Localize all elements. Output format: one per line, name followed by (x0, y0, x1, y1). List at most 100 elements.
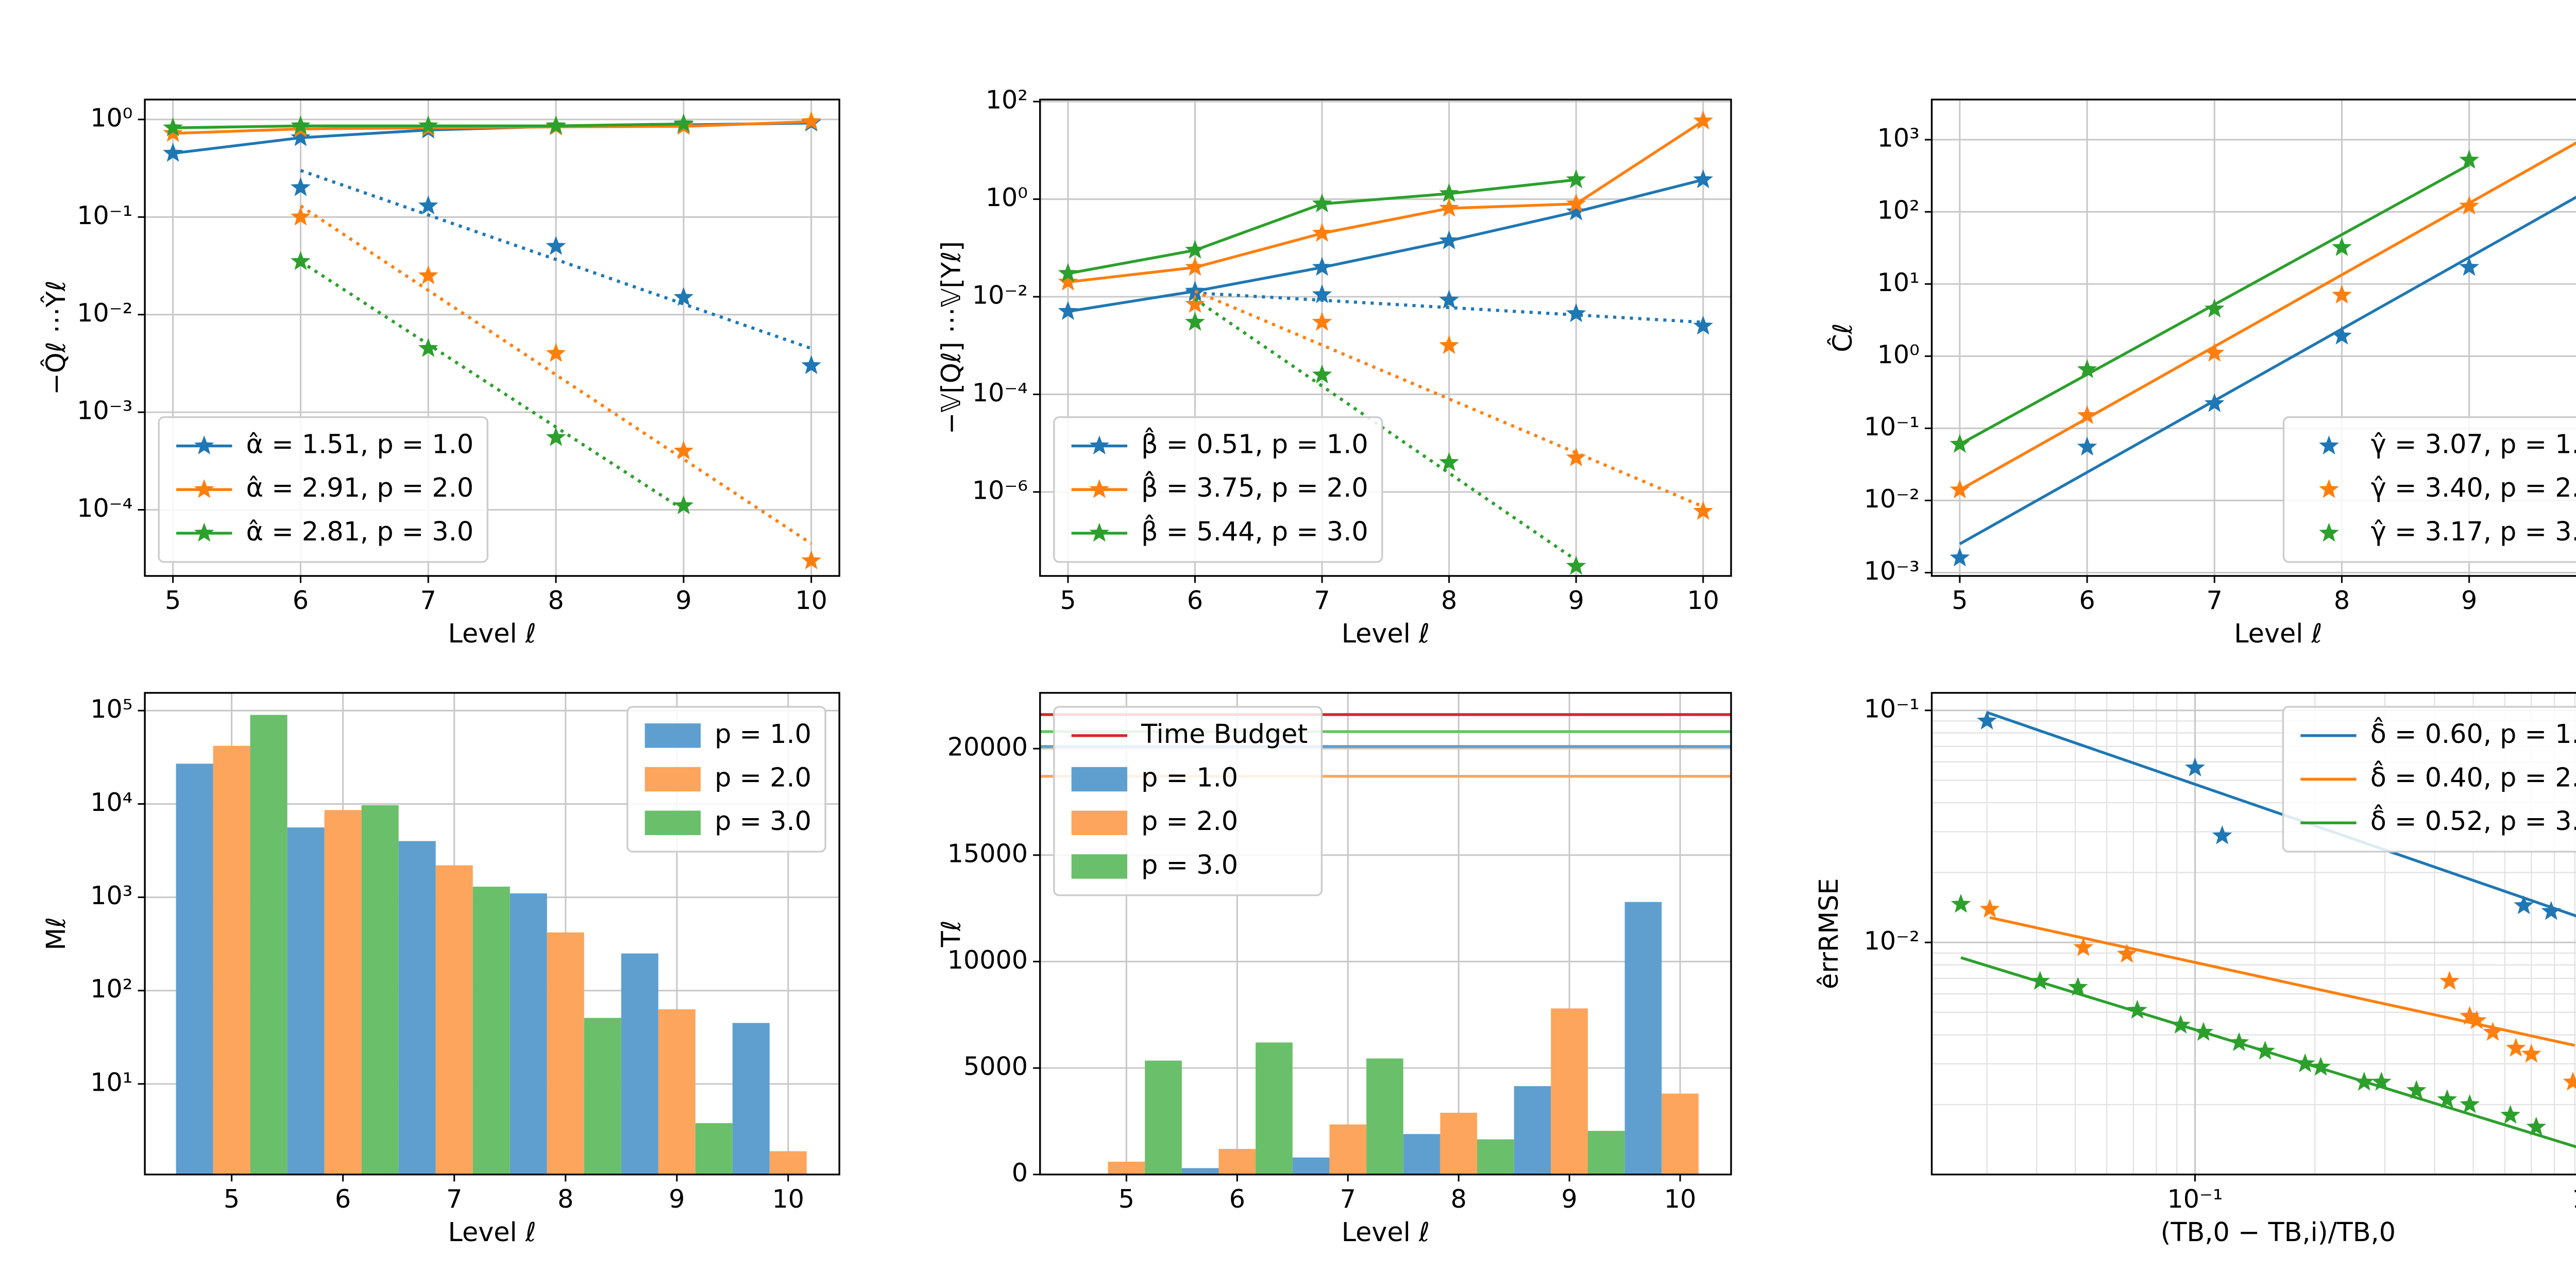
star-marker (1312, 312, 1332, 331)
legend-label: δ̂ = 0.40, p = 2.0 (2370, 760, 2576, 792)
series-line (1959, 163, 2470, 446)
plot-frame (1039, 98, 1732, 577)
marks (1950, 141, 2576, 567)
star-marker (291, 251, 311, 270)
star-marker (2483, 1022, 2503, 1041)
y-tick-label: 10⁻² (972, 280, 1028, 310)
star-marker (2068, 977, 2088, 996)
star-marker (2193, 1022, 2214, 1041)
x-tick-label: 10 (772, 1184, 805, 1214)
star-marker (2439, 971, 2460, 990)
bar (398, 841, 436, 1175)
x-tick-label: 5 (165, 585, 181, 615)
series-line (173, 120, 811, 135)
panel: 10² 10⁰ 10⁻² 10⁻⁴ 10⁻⁶ 5 6 7 8 9 10 Level ℓ −𝕍[Qℓ] ⋯… (936, 85, 1732, 649)
legend-label: β̂ = 3.75, p = 2.0 (1141, 470, 1368, 503)
bar (1292, 1157, 1330, 1175)
star-marker (1439, 290, 1459, 309)
star-marker (1693, 110, 1714, 130)
plot-frame (1930, 692, 2576, 1176)
star-marker (2521, 1043, 2541, 1063)
star-marker (1566, 447, 1586, 467)
legend-label: p = 1.0 (1141, 762, 1238, 793)
star-marker (1566, 193, 1586, 213)
grid (1931, 99, 2576, 576)
bar (769, 1151, 807, 1175)
y-tick-label: 10⁰ (1877, 340, 1920, 369)
x-tick-label: 10⁻¹ (2167, 1184, 2223, 1214)
star-marker (1950, 547, 1970, 567)
x-tick-label: 7 (2207, 585, 2223, 615)
x-axis-label: Level ℓ (448, 618, 536, 649)
legend: β̂ = 0.51, p = 1.0 β̂ = 3.75, p = 2.0 β̂ =… (1053, 416, 1383, 563)
star-marker (1312, 257, 1332, 276)
x-axis-label: Level ℓ (448, 1217, 536, 1247)
x-tick-label: 7 (420, 585, 436, 615)
legend-marker (2319, 479, 2339, 498)
star-marker (1185, 312, 1205, 331)
y-tick-label: 10¹ (1877, 267, 1920, 297)
star-marker (801, 355, 822, 375)
star-marker (2077, 405, 2097, 425)
star-marker (2295, 1053, 2315, 1073)
marks (163, 111, 822, 569)
star-marker (1566, 201, 1586, 221)
bar (1256, 1042, 1293, 1175)
x-tick-label: 5 (1118, 1184, 1134, 1214)
bar (1440, 1112, 1478, 1175)
legend-swatch (1071, 810, 1128, 835)
y-tick-label: 0 (1012, 1158, 1028, 1188)
bar (1514, 1086, 1551, 1175)
star-marker (2255, 1040, 2275, 1060)
y-tick-label: 10² (986, 85, 1028, 115)
star-marker (2204, 298, 2225, 318)
x-tick-label: 8 (2334, 585, 2350, 615)
star-marker (1312, 223, 1332, 242)
bar (1181, 1168, 1219, 1175)
legend-marker (2319, 435, 2339, 454)
x-tick-label: 8 (1441, 585, 1457, 615)
y-tick-label: 10⁻¹ (77, 200, 132, 230)
bar (287, 827, 325, 1175)
bar (250, 715, 287, 1175)
star-marker (673, 287, 694, 306)
legend-label: p = 1.0 (715, 719, 811, 749)
bar (510, 893, 547, 1175)
fit-line (1195, 291, 1703, 324)
y-axis-label: −Q̂ℓ ⋯Ŷℓ (40, 280, 71, 395)
star-marker (1566, 555, 1586, 575)
star-marker (2311, 1057, 2331, 1076)
y-tick-label: 10¹ (90, 1067, 132, 1097)
star-marker (2460, 1006, 2480, 1025)
star-marker (2030, 971, 2050, 990)
bar (1624, 902, 1662, 1175)
legend: δ̂ = 0.60, p = 1.0 δ̂ = 0.40, p = 2.0 δ̂ =… (2282, 706, 2576, 853)
y-axis-label: êrrRMSE (1814, 878, 1844, 989)
star-marker (2332, 237, 2352, 256)
star-marker (2073, 937, 2094, 956)
legend-label: γ̂ = 3.40, p = 2.0 (2371, 472, 2576, 503)
star-marker (1693, 315, 1714, 335)
x-axis-label: (TB,0 − TB,i)/TB,0 (2161, 1217, 2396, 1247)
star-marker (1058, 272, 1078, 291)
y-tick-label: 10⁻⁴ (77, 493, 132, 523)
bar (584, 1018, 621, 1175)
star-marker (418, 338, 438, 357)
bar (1587, 1130, 1625, 1175)
x-tick-label: 7 (446, 1184, 462, 1214)
star-marker (2459, 195, 2479, 215)
star-marker (2127, 999, 2147, 1019)
x-axis-label: Level ℓ (1342, 618, 1430, 649)
series-line (1067, 120, 1704, 284)
bar (658, 1009, 696, 1175)
y-axis-label: Tℓ (936, 920, 966, 947)
x-tick-label: 10 (1687, 585, 1720, 615)
y-tick-label: 20000 (947, 732, 1028, 762)
legend-label: β̂ = 5.44, p = 3.0 (1141, 514, 1368, 547)
panel: 0 5000 10000 15000 20000 5 6 7 8 9 10 Level ℓ Tℓ Time… (936, 692, 1732, 1247)
star-marker (2354, 1072, 2375, 1091)
star-marker (291, 127, 311, 146)
